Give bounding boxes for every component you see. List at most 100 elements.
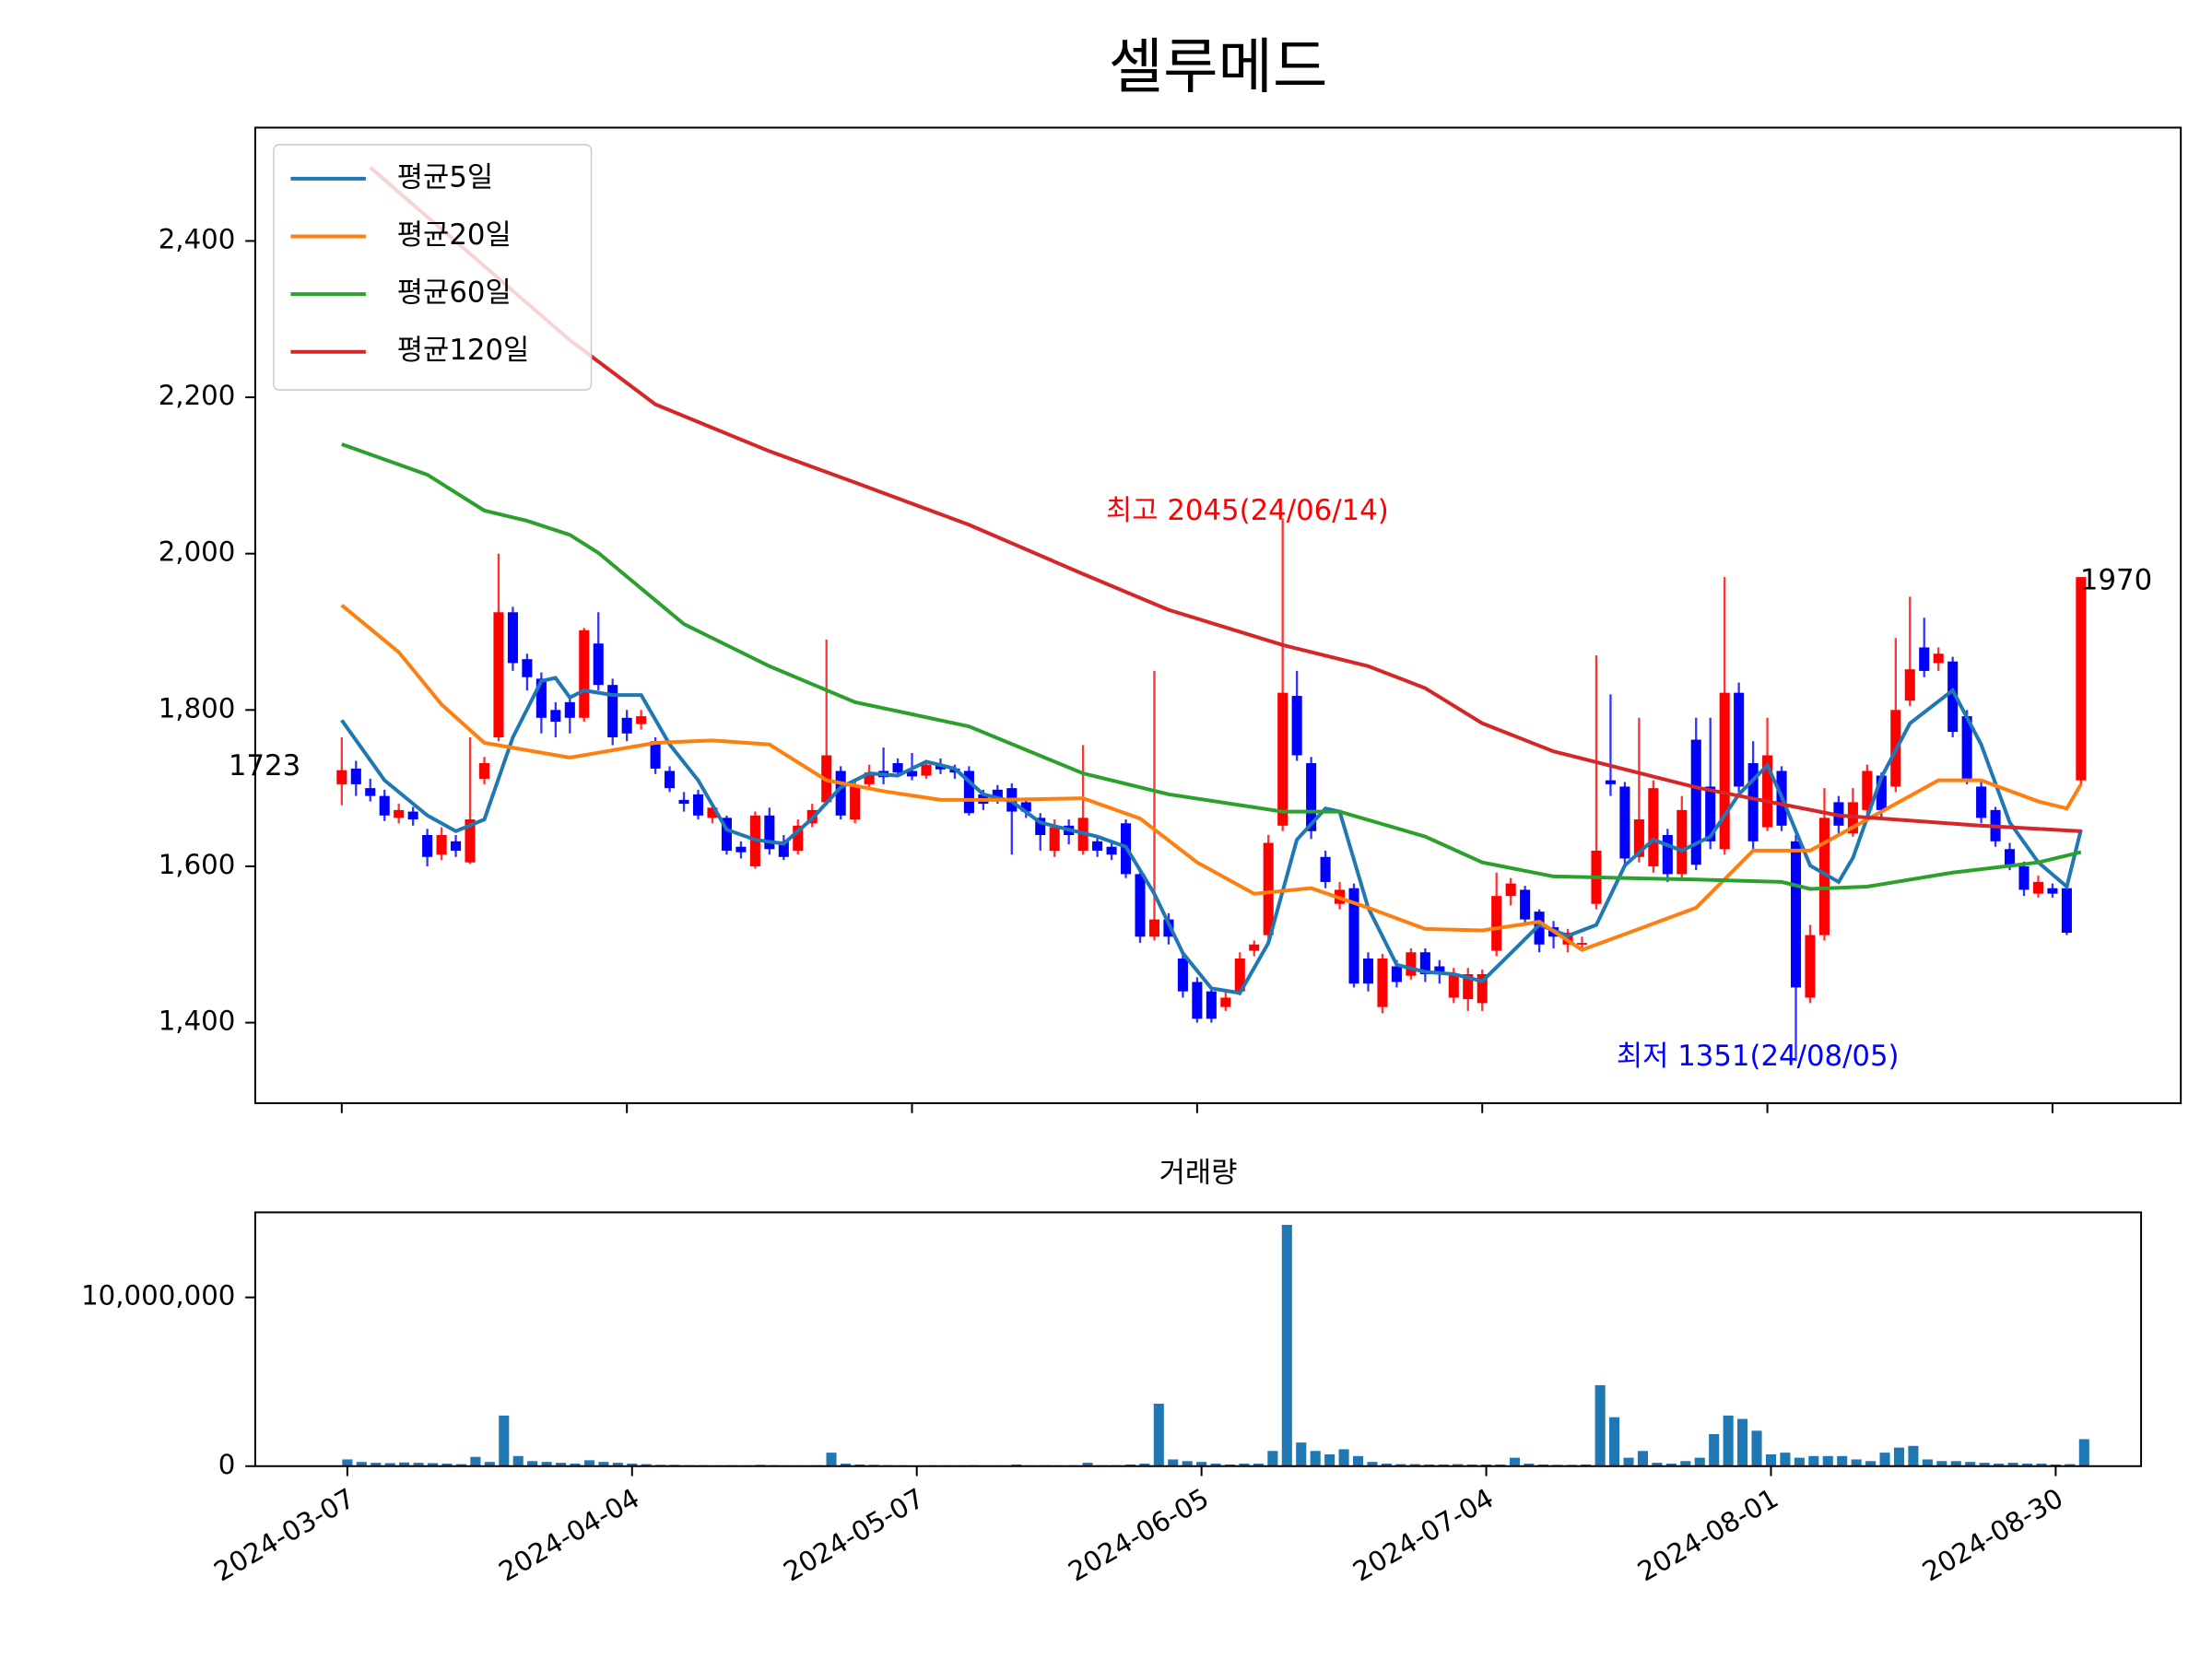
candle-body — [1177, 959, 1188, 992]
price-panel: 1,400 1,600 1,800 2,000 2,200 2,400 최고 2045(24… — [159, 166, 2152, 1113]
legend-label: 평균120일 — [397, 334, 530, 367]
volume-bar — [484, 1462, 495, 1466]
candle-body — [1534, 912, 1545, 945]
volume-bar — [371, 1463, 382, 1466]
volume-frame — [253, 1211, 2143, 1467]
volume-bar — [840, 1464, 852, 1466]
moving-average-line — [369, 166, 2081, 833]
candle-body — [1505, 883, 1516, 897]
candle-body — [1662, 835, 1673, 875]
candle-body — [735, 846, 747, 853]
candle-body — [835, 771, 846, 816]
volume-bar — [1922, 1459, 1933, 1466]
legend-label: 평균5일 — [397, 160, 493, 194]
candle-body — [1419, 952, 1430, 974]
volume-bar — [1395, 1464, 1406, 1466]
candle-body — [2005, 849, 2016, 865]
candle-body — [892, 762, 903, 773]
candle-body — [336, 770, 347, 784]
volume-bar — [1637, 1451, 1648, 1466]
volume-bar — [1822, 1455, 1833, 1466]
volume-bar — [1509, 1457, 1520, 1466]
volume-bar — [556, 1463, 567, 1466]
volume-bar — [1936, 1461, 1947, 1466]
volume-bar — [1680, 1461, 1691, 1466]
candle-body — [1192, 982, 1203, 1019]
candle-body — [1919, 647, 1930, 671]
y-tick-label: 1,400 — [159, 1006, 236, 1037]
candle-body — [650, 741, 661, 769]
volume-bar — [1267, 1451, 1278, 1466]
candle-body — [1263, 842, 1274, 935]
candle-body — [1020, 802, 1031, 812]
candle-body — [1348, 888, 1359, 984]
volume-bar — [1893, 1447, 1905, 1466]
volume-bar — [612, 1463, 623, 1466]
candle-body — [465, 819, 476, 863]
volume-bar — [2065, 1464, 2076, 1466]
volume-bar — [399, 1462, 410, 1466]
volume-bar — [1281, 1224, 1292, 1466]
candle-body — [550, 710, 561, 723]
volume-bar — [2036, 1464, 2047, 1466]
volume-bar — [570, 1464, 581, 1466]
volume-bar — [1367, 1462, 1378, 1466]
volume-bar — [441, 1464, 453, 1466]
volume-bar — [1623, 1457, 1634, 1466]
volume-bar — [1723, 1415, 1734, 1466]
candle-body — [864, 772, 875, 784]
candle-body — [1705, 786, 1716, 841]
candle-body — [1619, 786, 1630, 859]
y-tick-label: 2,400 — [159, 223, 236, 254]
volume-bar — [1837, 1455, 1848, 1466]
candle-body — [906, 771, 918, 777]
candle-body — [692, 794, 704, 816]
candle-body — [1306, 762, 1317, 831]
volume-bar — [1665, 1464, 1677, 1466]
candle-body — [1291, 696, 1302, 756]
volume-bar — [541, 1462, 552, 1466]
candle-body — [850, 786, 861, 820]
candle-body — [1234, 959, 1245, 992]
chart-title: 셀루메드 — [1109, 33, 1328, 102]
volume-bar — [1324, 1453, 1335, 1466]
volume-bar — [1352, 1455, 1364, 1466]
candle-body — [2018, 865, 2030, 890]
candle-body — [1277, 692, 1288, 826]
candle-body — [1719, 692, 1730, 850]
candle-body — [1249, 944, 1260, 951]
candle-body — [1933, 653, 1944, 664]
volume-bar — [1908, 1445, 1919, 1466]
volume-bar — [1453, 1464, 1464, 1466]
candle-body — [2076, 577, 2087, 781]
annotation: 1970 — [2080, 563, 2152, 596]
candle-body — [350, 768, 361, 784]
candle-body — [365, 788, 376, 796]
y-tick-label: 10,000,000 — [81, 1280, 235, 1312]
y-tick-label: 1,600 — [159, 849, 236, 880]
candle-body — [1163, 919, 1174, 937]
candle-body — [1362, 959, 1374, 984]
candle-body — [921, 764, 932, 776]
candle-body — [564, 701, 575, 718]
candle-body — [1463, 973, 1474, 1000]
candle-body — [1734, 692, 1745, 787]
candle-body — [621, 717, 632, 734]
volume-bar — [1210, 1464, 1221, 1466]
volume-bar — [1737, 1418, 1748, 1466]
volume-bar — [1338, 1449, 1349, 1466]
annotation: 최고 2045(24/06/14) — [1106, 494, 1389, 527]
candle-body — [1677, 809, 1688, 875]
candle-body — [1135, 874, 1146, 937]
candle-body — [1377, 959, 1388, 1007]
candle-body — [1220, 997, 1231, 1007]
moving-average-line — [341, 442, 2082, 891]
candle-body — [1690, 739, 1701, 865]
volume-bar — [470, 1456, 481, 1466]
volume-bar — [1594, 1384, 1606, 1466]
candle-body — [1790, 841, 1802, 988]
volume-bar — [1182, 1461, 1193, 1466]
candle-body — [394, 809, 405, 818]
volume-bar — [1808, 1455, 1819, 1466]
volume-bar — [1780, 1453, 1791, 1466]
